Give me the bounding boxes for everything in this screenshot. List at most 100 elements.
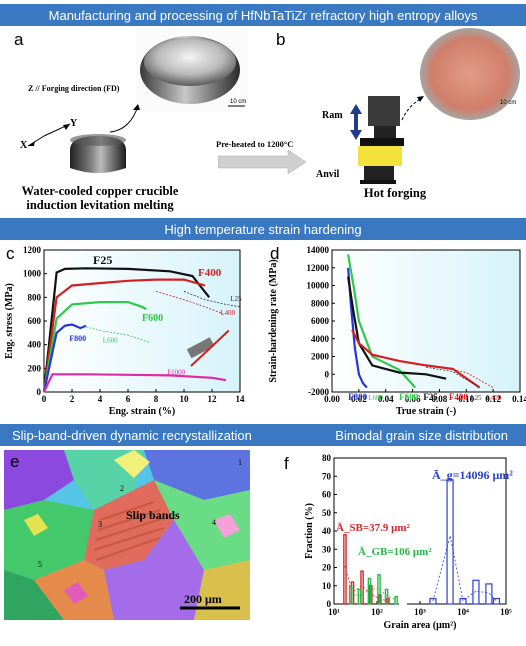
chart-c: 0 200 400 600 800 1000 1200 0 2 4 6 8 10 12 14 Eng. str… bbox=[4, 245, 245, 417]
x-tick-label: 10 bbox=[180, 394, 190, 404]
series-l400 bbox=[155, 291, 224, 315]
series-f600 bbox=[42, 301, 147, 393]
label-l600: L600 bbox=[103, 336, 118, 344]
y-tick-label: 0 bbox=[37, 387, 42, 397]
x-tick-label: 8 bbox=[154, 394, 159, 404]
x-tick-label: 10² bbox=[371, 607, 383, 617]
label-f25: F25 bbox=[423, 392, 438, 402]
chart-d: -2000 0 2000 4000 6000 8000 10000 12000 14000 0.0… bbox=[268, 245, 526, 417]
y-tick-label: 20 bbox=[322, 563, 332, 573]
annot-sb: Ā_SB=37.9 μm² bbox=[336, 522, 410, 534]
x-tick-label: 0 bbox=[42, 394, 47, 404]
label-l400: L400 bbox=[486, 394, 501, 402]
panel-c-letter: c bbox=[6, 244, 15, 263]
caption-a-line1: Water-cooled copper crucible bbox=[21, 184, 179, 198]
marker-3: 3 bbox=[98, 520, 102, 529]
series-f25 bbox=[347, 276, 447, 380]
axis-x-label: X bbox=[20, 140, 28, 151]
ebsd-map bbox=[4, 450, 250, 620]
series-l25 bbox=[183, 291, 241, 308]
bar-gb bbox=[348, 585, 353, 605]
y-axis-label: Strain-hardening rate (MPa) bbox=[268, 259, 279, 382]
caption-b: Hot forging bbox=[363, 186, 427, 200]
y-axis-label: Fraction (%) bbox=[304, 503, 315, 559]
y-tick-label: 2000 bbox=[311, 352, 330, 362]
ram-label: Ram bbox=[322, 110, 343, 121]
y-tick-label: 400 bbox=[28, 340, 42, 350]
x-tick-label: 0.12 bbox=[485, 394, 501, 404]
process-arrow bbox=[218, 149, 307, 175]
x-tick-label: 0.14 bbox=[512, 394, 526, 404]
bar-gb bbox=[394, 595, 398, 605]
banner-bottom-right-text: Bimodal grain size distribution bbox=[335, 427, 508, 443]
scale-label-e: 200 μm bbox=[184, 592, 222, 606]
tensile-specimen-icon bbox=[186, 337, 215, 359]
bar-big bbox=[485, 583, 493, 605]
bar-gb bbox=[367, 577, 372, 605]
x-tick-label: 10⁵ bbox=[500, 607, 512, 617]
panel-b-letter: b bbox=[276, 30, 286, 49]
y-axis-label: Eng. stress (MPa) bbox=[4, 283, 15, 359]
marker-1: 1 bbox=[238, 458, 242, 467]
y-tick-label: -2000 bbox=[308, 387, 329, 397]
panel-e-letter: e bbox=[10, 452, 20, 471]
y-tick-label: 200 bbox=[28, 363, 42, 373]
x-tick-label: 4 bbox=[98, 394, 103, 404]
label-l25: L25 bbox=[230, 295, 242, 303]
y-tick-label: 14000 bbox=[307, 245, 330, 255]
label-f600: F600 bbox=[142, 313, 163, 324]
x-tick-label: 0.04 bbox=[378, 394, 394, 404]
y-tick-label: 8000 bbox=[311, 298, 330, 308]
y-tick-label: 1200 bbox=[23, 245, 42, 255]
y-tick-label: 6000 bbox=[311, 316, 330, 326]
banner-top: Manufacturing and processing of HfNbTaTi… bbox=[0, 4, 526, 26]
series-f800 bbox=[42, 323, 87, 393]
axis-y-label: Y bbox=[70, 118, 78, 129]
y-tick-label: 10000 bbox=[307, 281, 330, 291]
fit-gb bbox=[350, 587, 397, 601]
banner-bottom-left-text: Slip-band-driven dynamic recrystallizati… bbox=[12, 427, 252, 443]
series-f400 bbox=[351, 329, 481, 389]
x-axis-label: Eng. strain (%) bbox=[109, 406, 175, 417]
label-f400: F400 bbox=[198, 267, 222, 279]
bar-gb bbox=[357, 588, 362, 605]
chart-f: 0 10 20 30 40 50 60 70 80 10¹ 10² 10³ 10⁴ 10⁵ Grain ar… bbox=[304, 453, 512, 631]
bar-gb bbox=[384, 588, 389, 605]
fit-sb bbox=[344, 565, 388, 602]
marker-5: 5 bbox=[38, 560, 42, 569]
marker-4: 4 bbox=[212, 518, 216, 527]
label-f1000: F1000 bbox=[167, 368, 185, 376]
x-tick-label: 0.08 bbox=[432, 394, 448, 404]
label-f800: F800 bbox=[348, 392, 367, 402]
panel-a-letter: a bbox=[14, 30, 24, 49]
series-l600 bbox=[85, 326, 150, 343]
label-f25: F25 bbox=[93, 253, 112, 267]
series-f1000 bbox=[43, 373, 227, 393]
label-l400: L400 bbox=[220, 309, 235, 317]
x-tick-label: 0.00 bbox=[324, 394, 340, 404]
panel-d-letter: d bbox=[270, 244, 280, 263]
axis-break bbox=[398, 600, 407, 608]
x-tick-label: 10¹ bbox=[328, 607, 340, 617]
scale-bar-b: 10 cm bbox=[500, 100, 517, 106]
y-tick-label: 30 bbox=[322, 544, 332, 554]
caption-a-line2: induction levitation melting bbox=[26, 198, 174, 212]
x-axis-label: True strain (-) bbox=[396, 406, 456, 417]
panel-f-letter: f bbox=[284, 454, 289, 473]
y-tick-label: 50 bbox=[322, 508, 332, 518]
marker-2: 2 bbox=[120, 484, 124, 493]
panel-b-illustration bbox=[350, 28, 520, 184]
scale-bar-a: 10 cm bbox=[230, 99, 247, 105]
y-tick-label: 70 bbox=[322, 471, 332, 481]
bar-big bbox=[429, 597, 437, 605]
y-tick-label: 10 bbox=[322, 581, 332, 591]
x-tick-label: 0.02 bbox=[351, 394, 367, 404]
plot-area bbox=[43, 249, 241, 393]
banner-top-text: Manufacturing and processing of HfNbTaTi… bbox=[48, 7, 478, 23]
bar-big bbox=[459, 597, 467, 605]
x-tick-label: 0.10 bbox=[458, 394, 474, 404]
anvil-block bbox=[364, 166, 394, 182]
caption-a: Water-cooled copper crucible induction l… bbox=[10, 184, 190, 212]
y-tick-label: 4000 bbox=[311, 334, 330, 344]
bar-big bbox=[472, 579, 480, 605]
